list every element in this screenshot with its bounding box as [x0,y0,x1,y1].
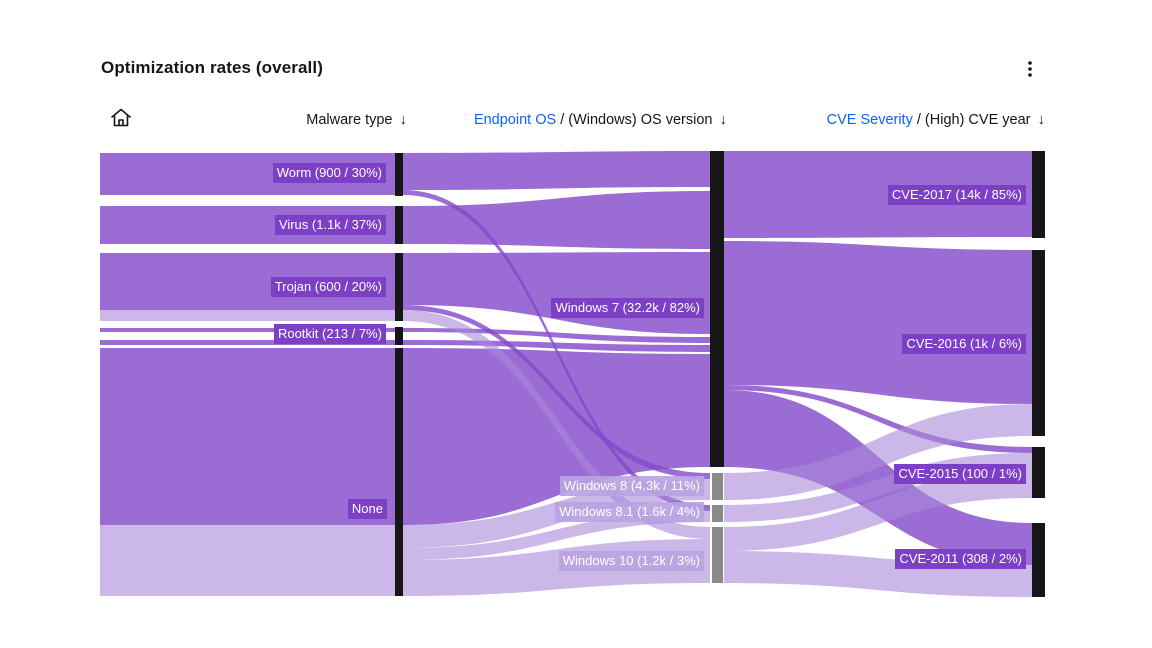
sankey-link-worm-to-win81[interactable] [403,190,710,511]
sankey-node-bar-win10[interactable] [712,527,723,583]
sankey-link-win7-to-cve2016[interactable] [724,241,1032,404]
node-label-win10[interactable]: Windows 10 (1.2k / 3%) [558,551,704,571]
sankey-link-win8-to-cve2016[interactable] [724,404,1032,500]
sankey-link-win7-to-cve2011[interactable] [724,390,1032,565]
node-label-cve2017[interactable]: CVE-2017 (14k / 85%) [887,185,1026,205]
sankey-link-none-to-win7[interactable] [403,348,710,525]
node-label-win8[interactable]: Windows 8 (4.3k / 11%) [559,476,704,496]
sankey-node-bar-win8[interactable] [712,473,723,500]
sankey-link-win10-to-cve2011[interactable] [724,551,1032,597]
sankey-node-bar-cve2016[interactable] [1032,250,1045,436]
sankey-node-bar-cve2017[interactable] [1032,151,1045,238]
sankey-link-rootkit-to-win7[interactable] [403,328,710,343]
sankey-node-bar-win7[interactable] [710,151,724,467]
node-label-worm[interactable]: Worm (900 / 30%) [272,163,386,183]
home-icon [111,108,131,127]
header-link-1[interactable]: Endpoint OS [473,112,557,128]
overflow-menu-button[interactable] [1016,55,1044,83]
sankey-source-band-rootkit[interactable] [100,340,395,345]
node-label-cve2016[interactable]: CVE-2016 (1k / 6%) [902,334,1026,354]
sankey-link-win7-to-cve2017[interactable] [724,151,1032,238]
column-header-os-version: Endpoint OS / (Windows) OS version ↓ [474,109,727,131]
sankey-node-bar-win81[interactable] [712,505,723,522]
sankey-source-band-none[interactable] [100,348,395,525]
sankey-link-virus-to-win7[interactable] [403,191,710,249]
sankey-link-win10-to-cve2015[interactable] [724,471,1032,551]
column-header-malware-type: Malware type ↓ [306,109,407,131]
sort-descending-icon-2[interactable]: ↓ [1037,111,1046,128]
kebab-icon [1028,61,1032,77]
sort-descending-icon-0[interactable]: ↓ [399,111,408,128]
sankey-node-bar-trojan[interactable] [395,253,403,321]
node-label-cve2011[interactable]: CVE-2011 (308 / 2%) [895,549,1026,569]
sankey-node-bar-rootkit[interactable] [395,327,403,345]
node-label-cve2015[interactable]: CVE-2015 (100 / 1%) [894,464,1026,484]
sankey-node-bar-none[interactable] [395,348,403,596]
sankey-link-win7-to-cve2015[interactable] [724,385,1032,453]
sankey-node-bar-worm[interactable] [395,153,403,196]
sankey-link-none-to-win81[interactable] [403,511,710,560]
sankey-source-band-none[interactable] [100,525,395,596]
home-button[interactable] [108,105,134,131]
node-label-virus[interactable]: Virus (1.1k / 37%) [274,215,386,235]
header-link-2[interactable]: CVE Severity [826,112,913,128]
sort-descending-icon-1[interactable]: ↓ [719,111,728,128]
sankey-link-trojan-to-win10[interactable] [403,310,710,539]
node-label-rootkit[interactable]: Rootkit (213 / 7%) [273,324,386,344]
sankey-link-worm-to-win7[interactable] [403,151,710,190]
node-label-win7[interactable]: Windows 7 (32.2k / 82%) [551,298,704,318]
node-label-win81[interactable]: Windows 8.1 (1.6k / 4%) [555,502,704,522]
column-header-cve-year: CVE Severity / (High) CVE year ↓ [827,109,1045,131]
header-text-1: / (Windows) OS version [556,112,713,128]
sankey-node-bar-virus[interactable] [395,206,403,244]
sankey-source-band-rootkit[interactable] [100,328,395,332]
node-label-none[interactable]: None [347,499,387,519]
header-text-0: Malware type [306,112,393,128]
node-label-trojan[interactable]: Trojan (600 / 20%) [270,277,386,297]
header-text-2: / (High) CVE year [912,112,1031,128]
page-title: Optimization rates (overall) [101,58,323,77]
sankey-node-bar-cve2015[interactable] [1032,447,1045,498]
sankey-node-bar-cve2011[interactable] [1032,523,1045,597]
sankey-source-band-trojan[interactable] [100,310,395,321]
